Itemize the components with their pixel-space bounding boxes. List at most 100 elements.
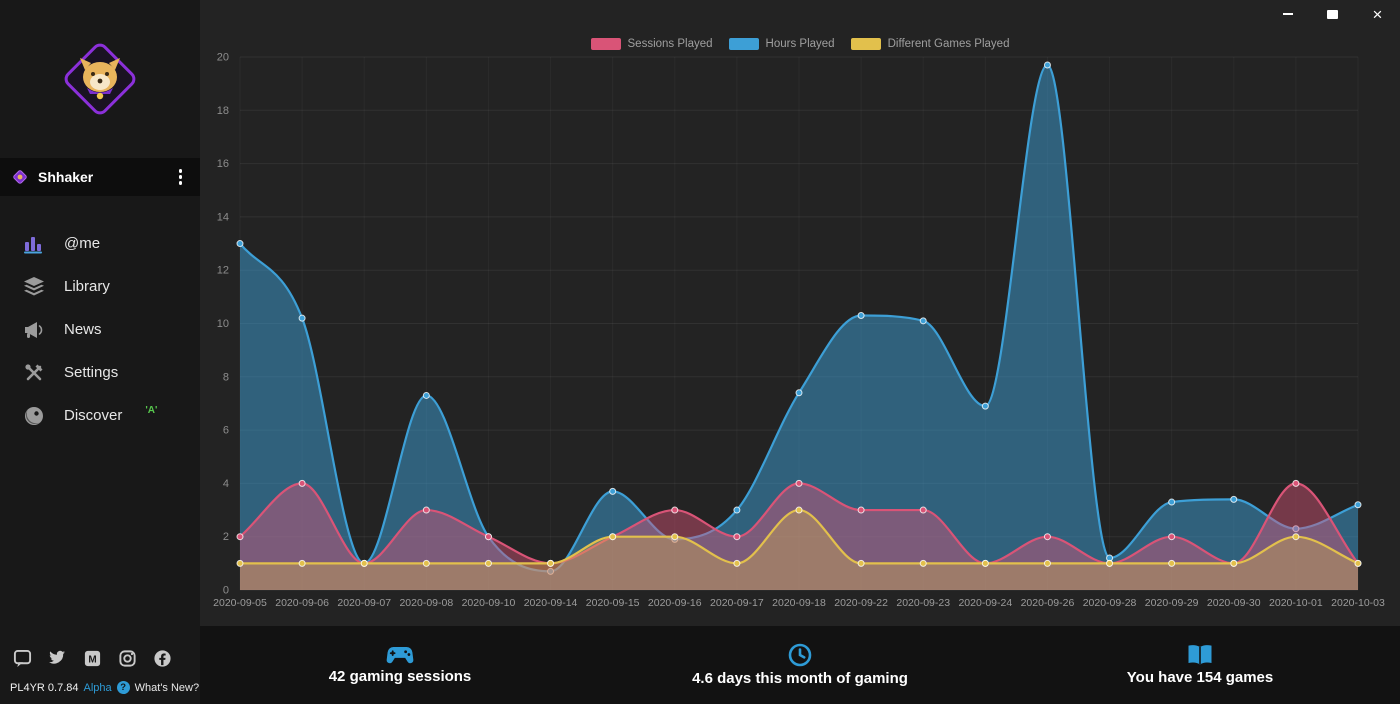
data-point[interactable]	[1043, 61, 1051, 69]
gaming-activity-chart[interactable]: Sessions Played Hours Played Different Gam…	[200, 0, 1400, 626]
user-name: Shhaker	[38, 169, 94, 185]
x-tick-label: 2020-10-03	[1331, 597, 1385, 609]
data-point[interactable]	[547, 567, 555, 575]
data-point[interactable]	[857, 312, 865, 320]
pl4yr-doge-logo-icon	[64, 43, 136, 115]
data-point[interactable]	[857, 559, 865, 567]
sidebar-bottom: M PL4YR 0.7.8	[0, 637, 200, 704]
sidebar-item-label: Discover	[64, 407, 123, 424]
maximize-button[interactable]	[1310, 0, 1355, 28]
data-point[interactable]	[981, 402, 989, 410]
data-point[interactable]	[298, 314, 306, 322]
data-point[interactable]	[1043, 533, 1051, 541]
data-point[interactable]	[795, 389, 803, 397]
x-tick-label: 2020-09-16	[648, 597, 702, 609]
data-point[interactable]	[919, 317, 927, 325]
data-point[interactable]	[422, 559, 430, 567]
data-point[interactable]	[1106, 559, 1114, 567]
series-area	[240, 510, 1358, 590]
tools-icon	[22, 362, 46, 384]
data-point[interactable]	[733, 533, 741, 541]
chart-svg[interactable]: 0 2 4 6 8 10 12 14 16 18 20 2020-09-05 2020-09-06 202…	[200, 0, 1400, 626]
data-point[interactable]	[1354, 501, 1362, 509]
close-button[interactable]: ×	[1355, 0, 1400, 28]
x-tick-label: 2020-09-23	[896, 597, 950, 609]
clock-icon	[788, 643, 812, 667]
data-point[interactable]	[733, 559, 741, 567]
y-tick-label: 10	[217, 318, 229, 330]
data-point[interactable]	[547, 559, 555, 567]
user-avatar	[13, 170, 27, 184]
sidebar-item-library[interactable]: Library	[0, 265, 200, 308]
x-tick-label: 2020-09-30	[1207, 597, 1261, 609]
data-point[interactable]	[422, 506, 430, 514]
twitter-icon[interactable]	[47, 648, 67, 668]
data-point[interactable]	[298, 559, 306, 567]
whats-new-link[interactable]: What's New?	[134, 681, 200, 694]
data-point[interactable]	[1292, 533, 1300, 541]
data-point[interactable]	[795, 479, 803, 487]
data-point[interactable]	[1168, 559, 1176, 567]
data-point[interactable]	[609, 487, 617, 495]
alpha-badge: 'A'	[145, 405, 158, 416]
data-point[interactable]	[1230, 495, 1238, 503]
data-point[interactable]	[733, 506, 741, 514]
data-point[interactable]	[609, 533, 617, 541]
sidebar-item-news[interactable]: News	[0, 308, 200, 351]
help-icon[interactable]: ?	[116, 681, 130, 694]
data-point[interactable]	[236, 533, 244, 541]
close-icon: ×	[1372, 4, 1383, 24]
data-point[interactable]	[484, 533, 492, 541]
data-point[interactable]	[1230, 559, 1238, 567]
instagram-icon[interactable]	[117, 648, 137, 668]
y-tick-label: 8	[223, 371, 229, 383]
legend-swatch	[728, 38, 759, 50]
minimize-button[interactable]	[1265, 0, 1310, 28]
chat-app-icon[interactable]	[12, 648, 32, 668]
user-menu-kebab-icon[interactable]	[173, 165, 189, 189]
data-point[interactable]	[919, 506, 927, 514]
data-point[interactable]	[795, 506, 803, 514]
data-point[interactable]	[236, 240, 244, 248]
release-channel: Alpha	[83, 681, 112, 694]
data-point[interactable]	[857, 506, 865, 514]
data-point[interactable]	[1292, 479, 1300, 487]
data-point[interactable]	[360, 559, 368, 567]
series-area	[240, 64, 1358, 591]
sidebar-item-me[interactable]: @me	[0, 222, 200, 265]
x-tick-label: 2020-09-07	[337, 597, 391, 609]
active-user-row[interactable]: Shhaker	[0, 158, 200, 196]
y-tick-label: 12	[217, 265, 229, 277]
data-point[interactable]	[422, 391, 430, 399]
data-point[interactable]	[1168, 498, 1176, 506]
medium-icon[interactable]: M	[82, 648, 102, 668]
sidebar-item-settings[interactable]: Settings	[0, 351, 200, 394]
days-stat: 4.6 days this month of gaming	[600, 626, 1000, 704]
data-point[interactable]	[671, 533, 679, 541]
data-point[interactable]	[1292, 525, 1300, 533]
data-point[interactable]	[1043, 559, 1051, 567]
legend-item[interactable]: Different Games Played	[850, 38, 1009, 50]
data-point[interactable]	[671, 506, 679, 514]
y-tick-label: 14	[217, 211, 229, 223]
data-point[interactable]	[1354, 559, 1362, 567]
x-tick-label: 2020-09-18	[772, 597, 826, 609]
data-point[interactable]	[919, 559, 927, 567]
sidebar-item-label: @me	[64, 235, 101, 252]
sidebar-item-label: Settings	[64, 364, 119, 381]
sidebar-item-discover[interactable]: Discover 'A'	[0, 394, 200, 437]
facebook-icon[interactable]	[152, 648, 172, 668]
data-point[interactable]	[236, 559, 244, 567]
bar-chart-icon	[22, 234, 46, 254]
data-point[interactable]	[981, 559, 989, 567]
data-point[interactable]	[298, 479, 306, 487]
chart-legend: Sessions Played Hours Played Different Gam…	[200, 38, 1400, 50]
data-point[interactable]	[484, 559, 492, 567]
app-version-footer: PL4YR 0.7.84 Alpha ? What's New?	[0, 679, 200, 704]
window-controls: ×	[1265, 0, 1400, 28]
data-point[interactable]	[1168, 533, 1176, 541]
y-tick-label: 20	[217, 52, 229, 64]
legend-item[interactable]: Hours Played	[728, 38, 835, 50]
x-tick-label: 2020-09-06	[275, 597, 329, 609]
legend-item[interactable]: Sessions Played	[590, 38, 713, 50]
